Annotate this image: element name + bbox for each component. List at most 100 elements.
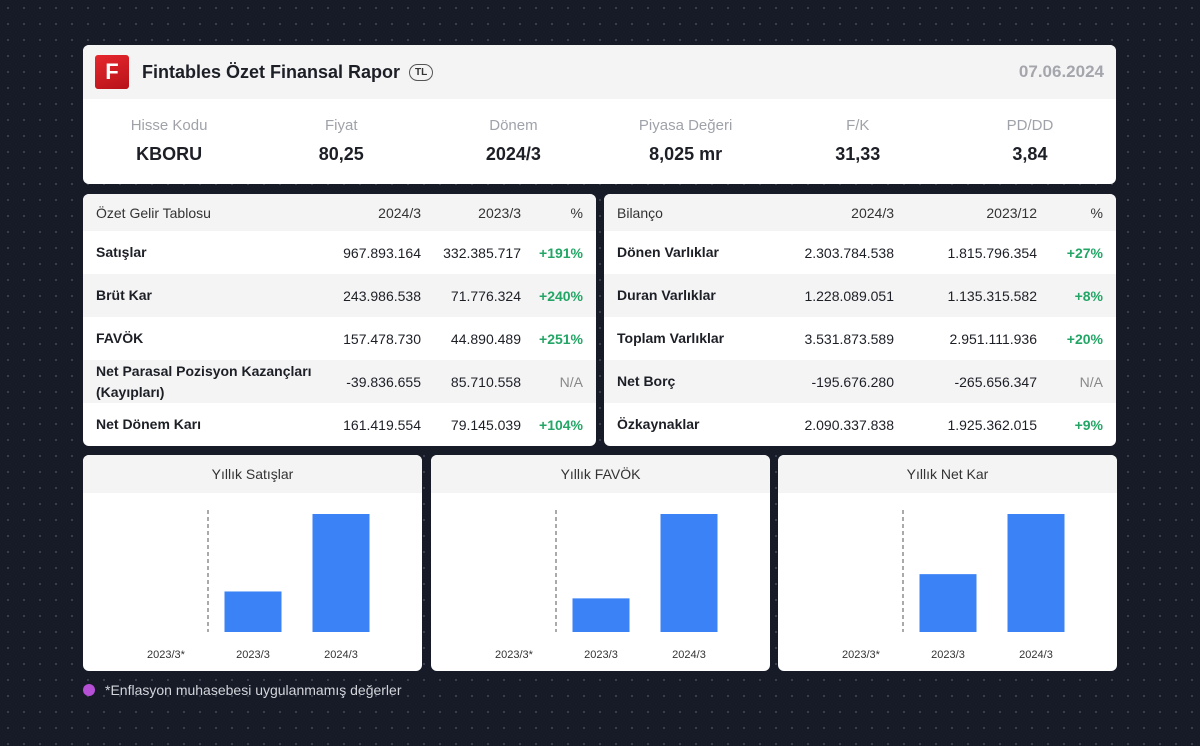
stat-label: PD/DD	[1006, 117, 1054, 134]
x-tick-label: 2024/3	[324, 649, 358, 661]
stat-value: 80,25	[318, 144, 364, 164]
change-percent: +20%	[1066, 330, 1103, 347]
current-value: 3.531.873.589	[804, 330, 894, 347]
chart-title: Yıllık Net Kar	[778, 455, 1117, 493]
row-label: Net Dönem Karı	[96, 416, 202, 432]
chart-plot: 2023/3* 2023/3 2024/3	[842, 510, 1065, 661]
previous-value: 44.890.489	[450, 330, 521, 347]
table-header: 2023/12	[894, 194, 1037, 231]
currency-badge: TL	[409, 63, 434, 81]
x-tick-label: 2023/3	[236, 649, 270, 661]
chart-bar	[919, 574, 977, 632]
row-label: Net Borç	[617, 373, 676, 389]
row-label: Net Parasal Pozisyon Kazançları (Kayıpla…	[96, 362, 312, 400]
change-percent: N/A	[1079, 373, 1103, 390]
stat-pb: PD/DD 3,84	[944, 117, 1116, 184]
table-header-row: Özet Gelir Tablosu 2024/3 2023/3 %	[83, 194, 596, 231]
current-value: 2.090.337.838	[804, 416, 894, 433]
report-header-bar: F Fintables Özet Finansal Rapor TL 07.06…	[83, 45, 1116, 99]
previous-value: 332.385.717	[443, 244, 521, 261]
current-value: 1.228.089.051	[804, 287, 894, 304]
row-label: Dönen Varlıklar	[617, 244, 719, 260]
table-row: FAVÖK 157.478.730 44.890.489 +251%	[83, 317, 596, 360]
table-header: 2024/3	[754, 194, 894, 231]
x-tick-label: 2023/3*	[147, 649, 186, 661]
change-percent: +251%	[539, 330, 583, 347]
chart-bar	[1007, 514, 1065, 632]
chart-title: Yıllık Satışlar	[83, 455, 422, 493]
stat-label: Dönem	[489, 117, 538, 134]
row-label: Brüt Kar	[96, 287, 153, 303]
change-percent: +104%	[539, 416, 583, 433]
table-header-row: Bilanço 2024/3 2023/12 %	[604, 194, 1116, 231]
stat-label: F/K	[846, 117, 870, 134]
x-tick-label: 2024/3	[1019, 649, 1053, 661]
row-label: Satışlar	[96, 244, 147, 260]
footnote: *Enflasyon muhasebesi uygulanmamış değer…	[83, 682, 402, 698]
annual-sales-chart: Yıllık Satışlar 2023/3* 2023/3 2024/3	[83, 455, 422, 671]
table-row: Net Parasal Pozisyon Kazançları (Kayıpla…	[83, 360, 596, 403]
table-header: Özet Gelir Tablosu	[83, 194, 321, 231]
stat-label: Hisse Kodu	[130, 117, 208, 134]
current-value: 2.303.784.538	[804, 244, 894, 261]
table-row: Net Dönem Karı 161.419.554 79.145.039 +1…	[83, 403, 596, 446]
x-tick-label: 2024/3	[672, 649, 706, 661]
x-tick-label: 2023/3*	[495, 649, 534, 661]
chart-plot: 2023/3* 2023/3 2024/3	[495, 510, 718, 661]
change-percent: N/A	[559, 373, 583, 390]
previous-value: 1.135.315.582	[947, 287, 1037, 304]
stat-value: 31,33	[835, 144, 881, 164]
table-row: Özkaynaklar 2.090.337.838 1.925.362.015 …	[604, 403, 1116, 446]
annual-ebitda-chart: Yıllık FAVÖK 2023/3* 2023/3 2024/3	[431, 455, 770, 671]
stat-label: Fiyat	[325, 117, 358, 134]
current-value: 157.478.730	[343, 330, 421, 347]
change-percent: +9%	[1074, 416, 1103, 433]
current-value: 161.419.554	[343, 416, 421, 433]
change-percent: +8%	[1074, 287, 1103, 304]
table-header: %	[1037, 194, 1116, 231]
stat-pe: F/K 31,33	[772, 117, 944, 184]
chart-title: Yıllık FAVÖK	[431, 455, 770, 493]
stat-value: 8,025 mr	[649, 144, 723, 164]
table-header: Bilanço	[604, 194, 754, 231]
report-header-card: F Fintables Özet Finansal Rapor TL 07.06…	[83, 45, 1116, 184]
change-percent: +191%	[539, 244, 583, 261]
row-label: FAVÖK	[96, 330, 144, 346]
row-label: Özkaynaklar	[617, 416, 700, 432]
income-statement-card: Özet Gelir Tablosu 2024/3 2023/3 % Satış…	[83, 194, 596, 446]
footnote-text: *Enflasyon muhasebesi uygulanmamış değer…	[105, 682, 402, 698]
stat-price: Fiyat 80,25	[255, 117, 427, 184]
income-statement-table: Özet Gelir Tablosu 2024/3 2023/3 % Satış…	[83, 194, 596, 446]
previous-value: 71.776.324	[450, 287, 521, 304]
previous-value: 1.925.362.015	[947, 416, 1037, 433]
table-header: 2023/3	[421, 194, 521, 231]
stat-value: KBORU	[136, 144, 203, 164]
report-title: Fintables Özet Finansal Rapor	[142, 61, 401, 82]
table-row: Brüt Kar 243.986.538 71.776.324 +240%	[83, 274, 596, 317]
change-percent: +27%	[1066, 244, 1103, 261]
current-value: 243.986.538	[343, 287, 421, 304]
table-row: Dönen Varlıklar 2.303.784.538 1.815.796.…	[604, 231, 1116, 274]
stat-market-cap: Piyasa Değeri 8,025 mr	[600, 117, 772, 184]
change-percent: +240%	[539, 287, 583, 304]
previous-value: 2.951.111.936	[949, 330, 1037, 347]
chart-plot: 2023/3* 2023/3 2024/3	[147, 510, 370, 661]
previous-value: 79.145.039	[450, 416, 521, 433]
row-label: Toplam Varlıklar	[617, 330, 725, 346]
legend-dot-icon	[83, 684, 95, 696]
table-row: Duran Varlıklar 1.228.089.051 1.135.315.…	[604, 274, 1116, 317]
table-row: Toplam Varlıklar 3.531.873.589 2.951.111…	[604, 317, 1116, 360]
balance-sheet-table: Bilanço 2024/3 2023/12 % Dönen Varlıklar…	[604, 194, 1116, 446]
chart-bar	[660, 514, 718, 632]
row-label: Duran Varlıklar	[617, 287, 716, 303]
x-tick-label: 2023/3	[584, 649, 618, 661]
balance-sheet-card: Bilanço 2024/3 2023/12 % Dönen Varlıklar…	[604, 194, 1116, 446]
stat-label: Piyasa Değeri	[638, 117, 733, 134]
current-value: 967.893.164	[343, 244, 421, 261]
stat-period: Dönem 2024/3	[427, 117, 599, 184]
previous-value: 85.710.558	[450, 373, 521, 390]
chart-bar	[312, 514, 370, 632]
stat-ticker: Hisse Kodu KBORU	[83, 117, 255, 184]
table-row: Satışlar 967.893.164 332.385.717 +191%	[83, 231, 596, 274]
x-tick-label: 2023/3*	[842, 649, 881, 661]
